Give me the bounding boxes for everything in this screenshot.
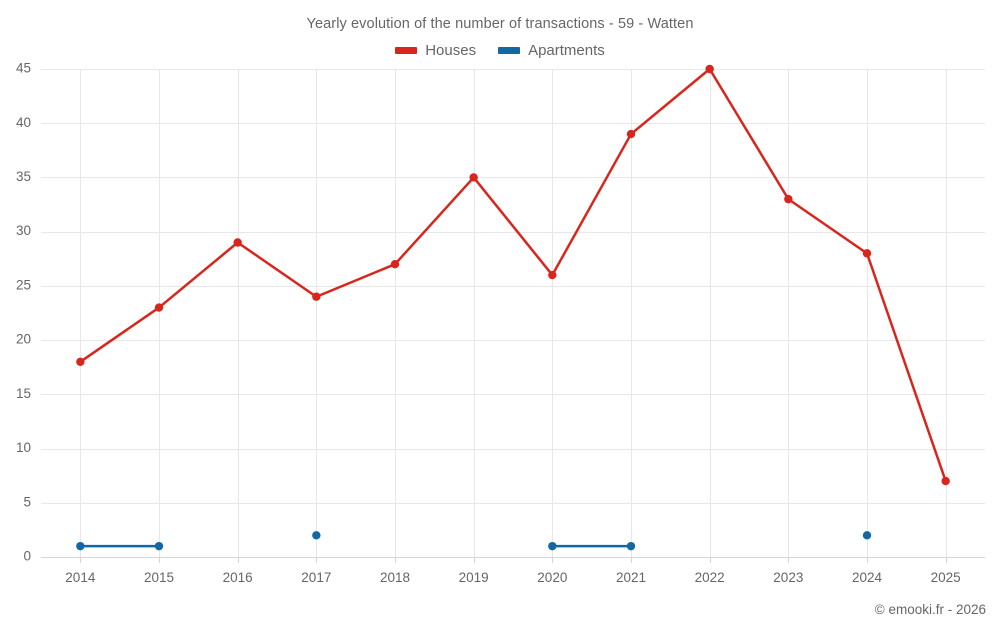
x-tick-label: 2021 — [616, 570, 646, 585]
x-tick-label: 2014 — [65, 570, 96, 585]
y-tick-label: 40 — [16, 115, 31, 130]
data-point[interactable] — [76, 357, 85, 366]
y-tick-label: 35 — [16, 169, 31, 184]
legend-swatch-apartments — [498, 47, 521, 54]
legend-swatch-houses — [395, 47, 418, 54]
data-point[interactable] — [548, 270, 557, 280]
x-tick-label: 2025 — [931, 570, 961, 585]
y-tick-label: 20 — [16, 332, 31, 347]
data-series — [76, 64, 950, 551]
x-tick-label: 2015 — [144, 570, 174, 585]
chart-legend: Houses Apartments — [0, 43, 1000, 58]
x-axis-tick-labels: 2014 2015 2016 2017 2018 2019 2020 2021 2022 2023… — [65, 570, 960, 585]
data-point[interactable] — [312, 292, 321, 301]
x-tick-label: 2017 — [301, 570, 331, 585]
data-point[interactable] — [705, 64, 714, 74]
legend-item-houses[interactable]: Houses — [395, 43, 476, 58]
data-point[interactable] — [626, 129, 636, 139]
data-point[interactable] — [390, 260, 400, 269]
x-tick-label: 2024 — [852, 570, 883, 585]
x-tick-label: 2023 — [773, 570, 803, 585]
data-point[interactable] — [862, 531, 872, 540]
y-tick-label: 15 — [16, 386, 31, 401]
data-point[interactable] — [76, 541, 85, 551]
legend-item-apartments[interactable]: Apartments — [498, 43, 605, 58]
x-tick-label: 2022 — [695, 570, 725, 585]
x-tick-label: 2016 — [223, 570, 253, 585]
y-tick-label: 25 — [16, 277, 31, 292]
y-axis-tick-labels: 0 5 10 15 20 25 30 35 40 45 — [16, 61, 31, 564]
series-line-houses — [79, 67, 947, 483]
data-point[interactable] — [941, 476, 950, 486]
data-point[interactable] — [154, 303, 164, 312]
y-tick-label: 10 — [16, 440, 31, 455]
legend-label-apartments: Apartments — [528, 42, 605, 59]
x-tick-label: 2019 — [459, 570, 489, 585]
legend-label-houses: Houses — [425, 42, 477, 59]
footer-credit: © emooki.fr - 2026 — [874, 602, 986, 617]
axes — [41, 557, 985, 563]
data-point[interactable] — [312, 531, 321, 540]
data-point[interactable] — [233, 238, 242, 247]
data-point[interactable] — [784, 194, 793, 204]
gridlines — [41, 69, 985, 557]
data-point[interactable] — [154, 541, 164, 551]
chart-title: Yearly evolution of the number of transa… — [306, 16, 694, 32]
y-tick-label: 45 — [16, 61, 31, 76]
y-tick-label: 30 — [16, 223, 31, 238]
y-tick-label: 0 — [23, 549, 31, 564]
x-tick-label: 2018 — [380, 570, 410, 585]
data-point[interactable] — [469, 173, 478, 182]
x-tick-label: 2020 — [537, 570, 567, 585]
data-point[interactable] — [862, 249, 872, 258]
data-point[interactable] — [548, 541, 557, 551]
data-point[interactable] — [626, 541, 636, 551]
y-tick-label: 5 — [23, 494, 31, 509]
